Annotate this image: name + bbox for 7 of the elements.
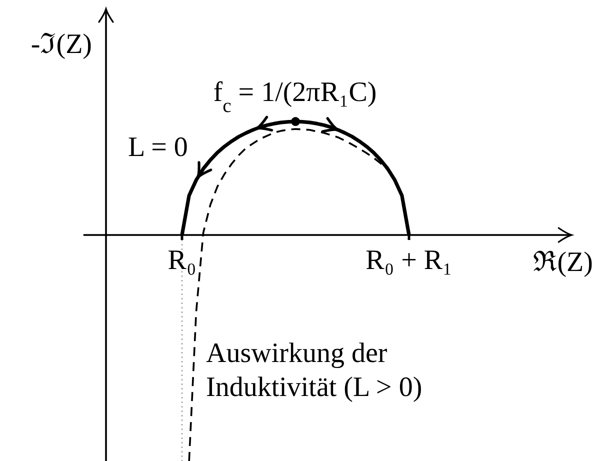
series-label: L = 0 [128,132,188,163]
x-tick-label: R₀ [168,245,196,276]
series-label: Auswirkung der Induktivität (L > 0) [206,338,422,403]
y-axis-title: -ℑ(Z) [30,29,92,60]
x-axis-title: ℜ(Z) [533,247,593,278]
text: f$_{c}$ = 1/(2πR₁C) [213,77,377,116]
x-tick-label: R₀ + R₁ [366,245,452,276]
